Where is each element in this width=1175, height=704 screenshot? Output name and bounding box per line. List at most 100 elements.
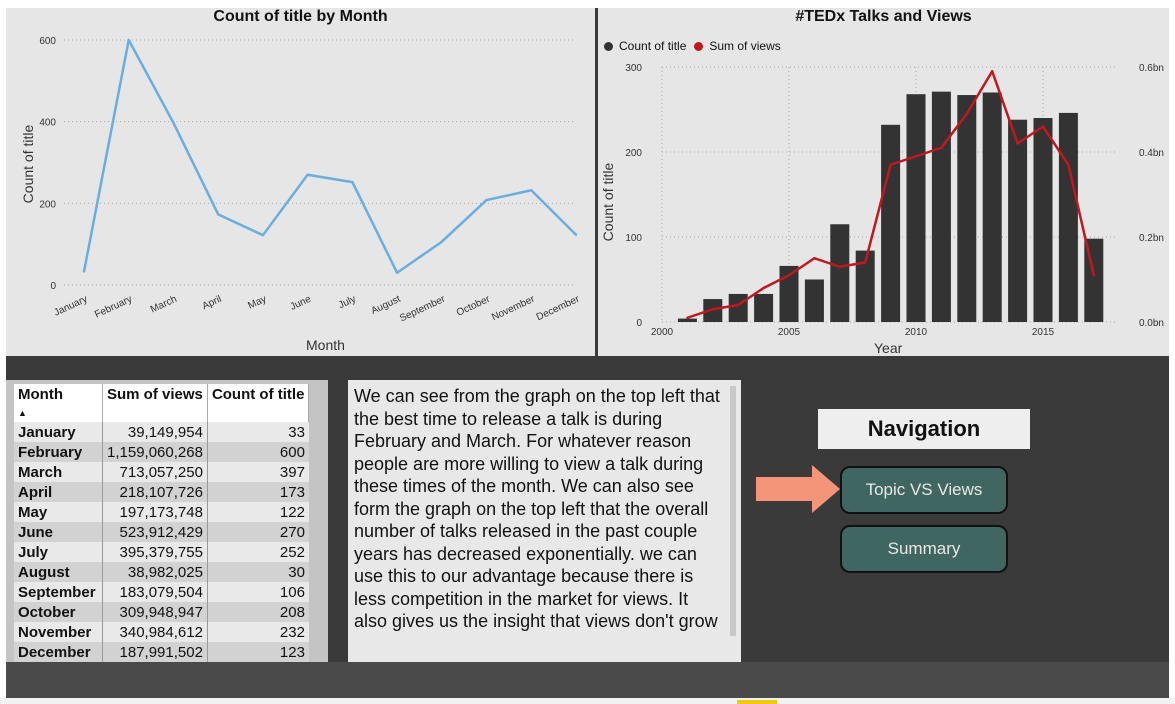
- data-point: [813, 257, 816, 260]
- table-row[interactable]: March 713,057,250 397: [14, 462, 309, 482]
- cell-count: 252: [206, 542, 309, 562]
- table-row[interactable]: April 218,107,726 173: [14, 482, 309, 502]
- table-row[interactable]: September 183,079,504 106: [14, 582, 309, 602]
- cell-count: 397: [206, 462, 309, 482]
- arrow-right-icon: [756, 465, 840, 513]
- bar: [1033, 118, 1053, 322]
- line-chart-count-by-month[interactable]: Count of title by Month 0 200 400 600 Januar…: [6, 8, 595, 356]
- cell-count: 232: [206, 622, 309, 642]
- col-header-month[interactable]: Month ▲: [14, 384, 103, 422]
- chart2-ylabel: Count of title: [600, 162, 616, 242]
- active-page-tab[interactable]: [737, 700, 777, 704]
- bar: [677, 318, 697, 322]
- data-point: [216, 213, 220, 216]
- cell-month: April: [14, 482, 103, 502]
- data-point: [127, 38, 130, 42]
- y2-tick-label: 0.2bn: [1139, 233, 1164, 244]
- data-point: [838, 265, 841, 268]
- cell-views: 183,079,504: [102, 582, 208, 602]
- cell-count: 173: [206, 482, 309, 502]
- cell-count: 208: [206, 602, 309, 622]
- cell-views: 187,991,502: [102, 642, 208, 662]
- bar: [982, 92, 1002, 322]
- bottom-strip: [6, 662, 1169, 698]
- data-point: [261, 233, 265, 237]
- data-point: [1067, 163, 1070, 166]
- page-tabs-strip: [0, 698, 1175, 704]
- table-row[interactable]: October 309,948,947 208: [14, 602, 309, 622]
- table-row[interactable]: July 395,379,755 252: [14, 542, 309, 562]
- combo-chart-talks-and-views[interactable]: #TEDx Talks and Views Count of title Sum…: [598, 8, 1169, 356]
- textbox-scrollbar[interactable]: [730, 386, 736, 636]
- data-point: [82, 270, 86, 273]
- data-point: [762, 286, 765, 290]
- bar: [754, 293, 774, 322]
- data-point: [787, 274, 791, 277]
- data-point: [1041, 125, 1045, 128]
- bar: [957, 95, 977, 322]
- data-point: [889, 163, 892, 166]
- col-header-count[interactable]: Count of title: [207, 384, 310, 422]
- table-row[interactable]: November 340,984,612 232: [14, 622, 309, 642]
- cell-month: May: [14, 502, 103, 522]
- cell-month: July: [14, 542, 103, 562]
- month-views-table[interactable]: Month ▲ Sum of views Count of title Janu…: [6, 380, 328, 662]
- data-point: [351, 180, 354, 184]
- table-row[interactable]: May 197,173,748 122: [14, 502, 309, 522]
- cell-month: June: [14, 522, 103, 542]
- table-body: January 39,149,954 33 February 1,159,060,268…: [14, 422, 309, 662]
- table-row[interactable]: December 187,991,502 123: [14, 642, 309, 662]
- cell-month: November: [14, 622, 103, 642]
- x-tick-label: June: [289, 294, 314, 313]
- x-tick-label: April: [201, 294, 224, 312]
- legend-label-views: Sum of views: [709, 39, 781, 53]
- bar: [855, 250, 875, 322]
- data-point: [965, 112, 968, 115]
- x-tick-label: March: [149, 294, 179, 316]
- chart1-title: Count of title by Month: [213, 8, 388, 25]
- col-header-month-label: Month: [18, 386, 63, 403]
- y-tick-label: 100: [625, 233, 642, 244]
- table-row[interactable]: February 1,159,060,268 600: [14, 442, 309, 462]
- y-tick-label: 600: [39, 36, 56, 47]
- table-row[interactable]: January 39,149,954 33: [14, 422, 309, 442]
- topic-vs-views-button[interactable]: Topic VS Views: [840, 466, 1008, 514]
- data-point: [1092, 274, 1095, 277]
- cell-views: 1,159,060,268: [102, 442, 208, 462]
- legend-dot-views: [694, 41, 704, 51]
- table-row[interactable]: June 523,912,429 270: [14, 522, 309, 542]
- data-point: [306, 173, 309, 176]
- cell-views: 713,057,250: [102, 462, 208, 482]
- col-header-views[interactable]: Sum of views: [102, 384, 208, 422]
- cell-month: October: [14, 602, 103, 622]
- x-tick-label: August: [369, 294, 402, 317]
- cell-views: 523,912,429: [102, 522, 208, 542]
- data-point: [686, 316, 689, 319]
- y2-tick-label: 0.0bn: [1139, 318, 1164, 329]
- table-row[interactable]: August 38,982,025 30: [14, 562, 309, 582]
- data-point: [711, 308, 714, 311]
- x-tick-label: 2010: [905, 327, 928, 338]
- bar: [881, 124, 901, 322]
- cell-count: 600: [206, 442, 309, 462]
- cell-month: September: [14, 582, 103, 602]
- summary-button[interactable]: Summary: [840, 525, 1008, 573]
- insight-textbox[interactable]: We can see from the graph on the top lef…: [348, 380, 741, 662]
- y2-tick-label: 0.6bn: [1139, 63, 1164, 74]
- cell-count: 30: [206, 562, 309, 582]
- data-point: [172, 121, 175, 125]
- y2-tick-label: 0.4bn: [1139, 148, 1164, 159]
- x-tick-label: December: [535, 293, 582, 323]
- data-point: [1016, 142, 1019, 145]
- y-tick-label: 300: [625, 63, 642, 74]
- legend-label-count: Count of title: [619, 39, 687, 53]
- sort-ascending-icon: ▲: [18, 408, 27, 418]
- x-tick-label: November: [490, 293, 537, 323]
- cell-views: 218,107,726: [102, 482, 208, 502]
- data-point: [485, 198, 488, 202]
- chart1-plot: 0 200 400 600 January February March April May Ju…: [39, 36, 582, 324]
- data-point: [991, 70, 994, 73]
- x-tick-label: October: [455, 293, 492, 318]
- legend-dot-count: [604, 41, 613, 51]
- y-tick-label: 0: [50, 281, 56, 292]
